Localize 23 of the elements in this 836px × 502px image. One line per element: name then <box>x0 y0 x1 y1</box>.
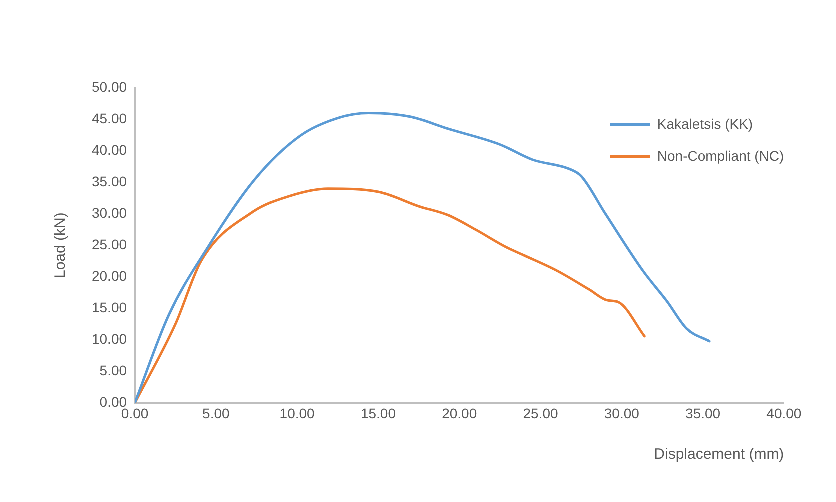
y-tick-label: 45.00 <box>92 110 128 126</box>
legend-label: Non-Compliant (NC) <box>657 148 784 164</box>
y-tick-label: 5.00 <box>100 362 128 379</box>
y-tick-label: 50.00 <box>92 78 128 95</box>
legend-label: Kakaletsis (KK) <box>657 116 754 132</box>
y-tick-label: 20.00 <box>92 268 128 284</box>
y-tick-label: 15.00 <box>92 300 128 316</box>
x-axis-title: Displacement (mm) <box>654 446 784 464</box>
line-series <box>135 188 646 404</box>
x-tick-label: 5.00 <box>202 405 230 422</box>
y-tick-label: 35.00 <box>92 173 128 190</box>
x-tick-label: 15.00 <box>360 405 396 422</box>
x-tick-label: 35.00 <box>686 405 721 422</box>
x-tick-label: 10.00 <box>280 405 316 422</box>
y-tick-label: 40.00 <box>92 142 128 158</box>
x-tick-label: 25.00 <box>523 405 558 422</box>
y-tick-label: 25.00 <box>92 236 128 252</box>
x-tick-label: 40.00 <box>766 405 802 422</box>
y-tick-label: 30.00 <box>92 204 128 221</box>
y-tick-label: 10.00 <box>92 331 128 348</box>
y-axis-title: Load (kN) <box>52 212 70 279</box>
x-tick-label: 30.00 <box>604 405 640 422</box>
x-tick-label: 20.00 <box>442 405 478 422</box>
